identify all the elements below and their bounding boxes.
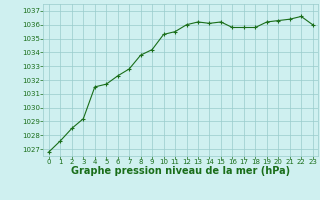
X-axis label: Graphe pression niveau de la mer (hPa): Graphe pression niveau de la mer (hPa) — [71, 166, 290, 176]
